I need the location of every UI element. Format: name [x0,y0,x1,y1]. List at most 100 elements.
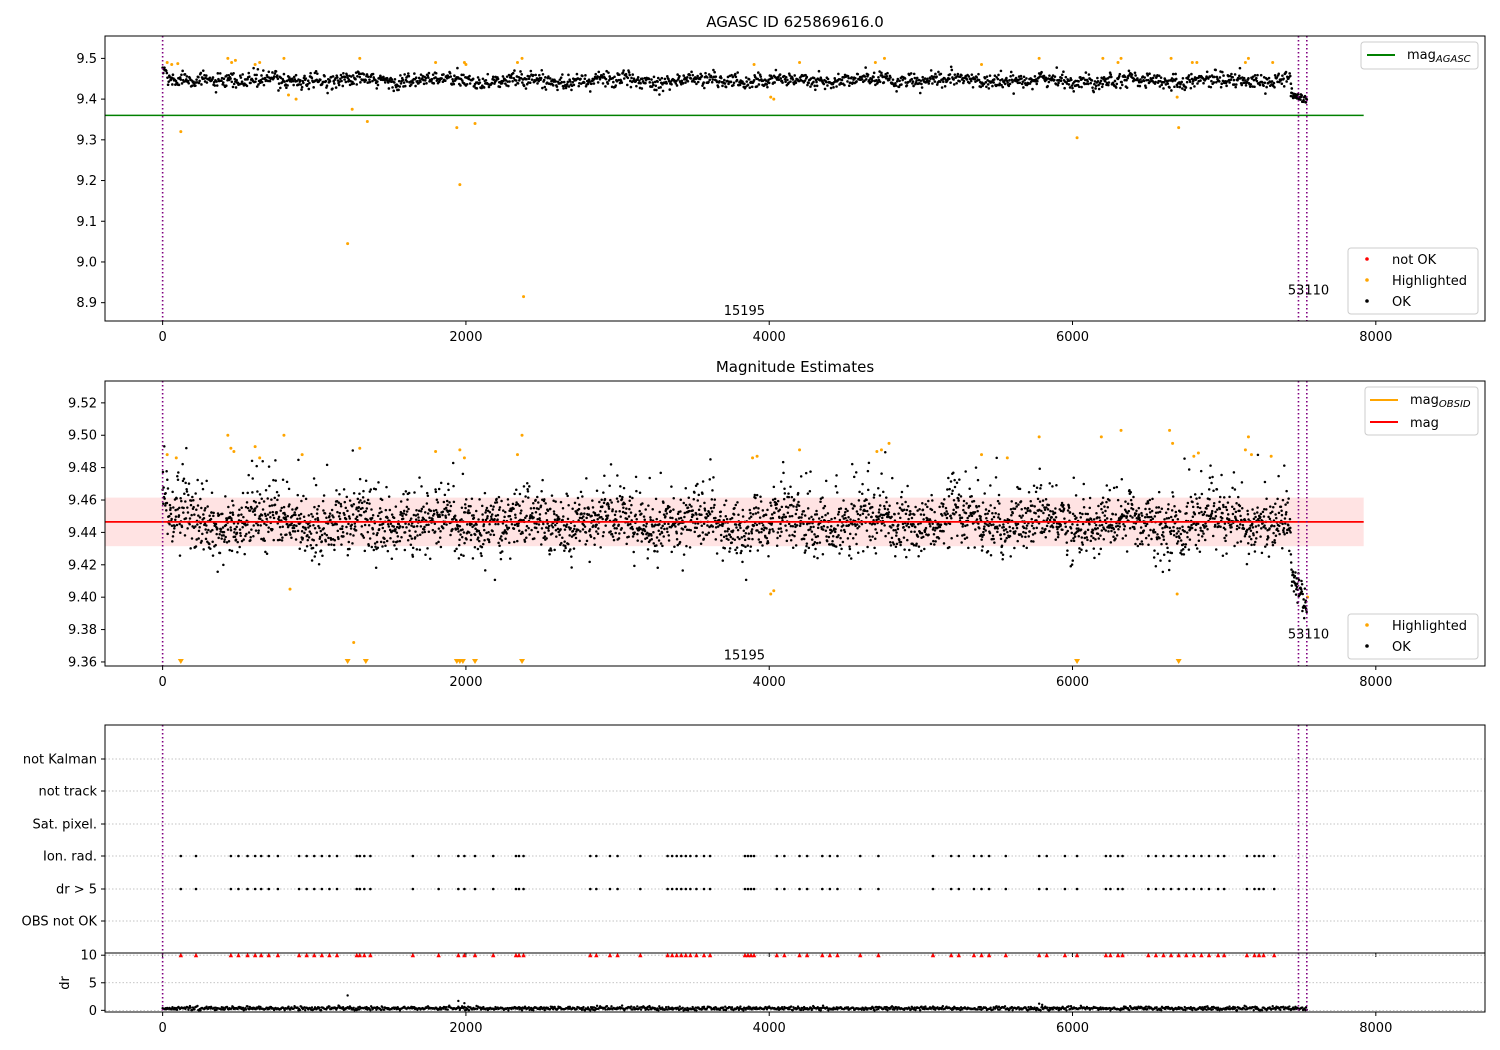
ok-point [1044,527,1047,531]
ok-point [1078,547,1081,550]
ok-point [333,548,336,552]
ok-point [264,550,267,554]
ok-point [274,459,277,462]
ok-point [1154,80,1157,84]
ok-point [648,476,651,480]
ok-point [216,72,220,75]
highlighted-point [873,60,877,64]
ok-point [217,513,221,517]
ok-point [736,71,739,74]
ok-point [413,491,416,494]
ok-point [786,506,790,509]
ok-point [734,75,738,79]
ok-point [543,531,546,535]
ok-point [514,83,517,87]
ok-point [948,73,952,76]
ok-point [478,498,481,501]
ok-point [363,523,367,527]
ok-point [1110,524,1114,527]
ok-point [643,529,647,533]
ok-point [1064,75,1068,79]
ok-point [1144,86,1148,89]
ok-point [723,503,726,507]
ok-point [863,509,867,513]
ok-point [582,81,586,84]
ok-point [544,512,548,515]
ok-point [288,503,291,506]
ok-point [1162,535,1165,538]
ok-point [901,503,904,506]
ok-point [1131,516,1134,519]
ok-point [1153,515,1157,518]
ok-point [780,505,784,509]
ok-point [187,482,191,485]
ok-point [724,514,728,518]
ok-point [991,511,994,515]
ok-point [725,517,729,521]
ok-point [958,513,961,517]
ok-point [190,513,193,517]
ok-point [1134,74,1137,77]
ok-point [262,69,265,72]
ok-point [245,532,248,536]
ok-point [765,527,768,530]
ok-point [431,517,434,521]
ok-point [460,518,463,521]
ok-point [314,518,317,521]
ok-point [593,543,596,546]
ok-point [457,543,461,547]
ok-point [817,517,821,520]
ok-point [467,509,470,512]
ok-point [773,497,777,501]
ok-point [1097,83,1100,87]
ok-point [464,506,467,510]
ok-point [428,557,432,560]
ok-point [833,77,837,80]
ok-point [385,76,389,80]
ok-point [833,516,837,520]
ok-point [218,72,222,75]
ok-point [1082,482,1086,486]
ok-point [839,529,843,532]
ok-point [438,513,441,517]
ok-point [892,524,895,527]
ok-point [778,508,782,512]
ok-point [342,71,345,75]
ok-point [716,525,720,528]
ok-point [757,538,761,541]
ok-point [1056,83,1060,87]
ok-point [727,538,730,541]
ok-point [1253,85,1256,89]
ok-point [260,537,263,541]
ok-point [894,81,897,85]
ok-point [1020,77,1023,80]
ok-point [834,528,837,531]
ok-point [294,73,298,77]
ok-point [516,82,520,85]
ok-point [276,77,280,81]
ok-point [349,527,353,530]
ok-point [652,530,655,534]
ok-point [475,87,479,90]
ok-point [721,84,724,88]
ok-point [837,533,840,537]
ok-point [1000,551,1003,554]
ok-point [949,81,952,84]
ok-point [584,74,587,77]
ok-point [487,540,491,544]
ok-point [268,511,272,514]
ok-point [889,541,892,544]
ok-point [344,506,348,510]
ok-point [711,78,715,81]
ok-point [323,512,327,515]
ok-point [488,522,491,526]
ok-point [698,534,702,537]
ok-point [806,507,810,510]
ok-point [997,493,1001,497]
ok-point [371,528,375,531]
ok-point [304,497,308,501]
ok-point [296,517,299,521]
ok-point [1117,75,1121,78]
ok-point [941,514,944,517]
